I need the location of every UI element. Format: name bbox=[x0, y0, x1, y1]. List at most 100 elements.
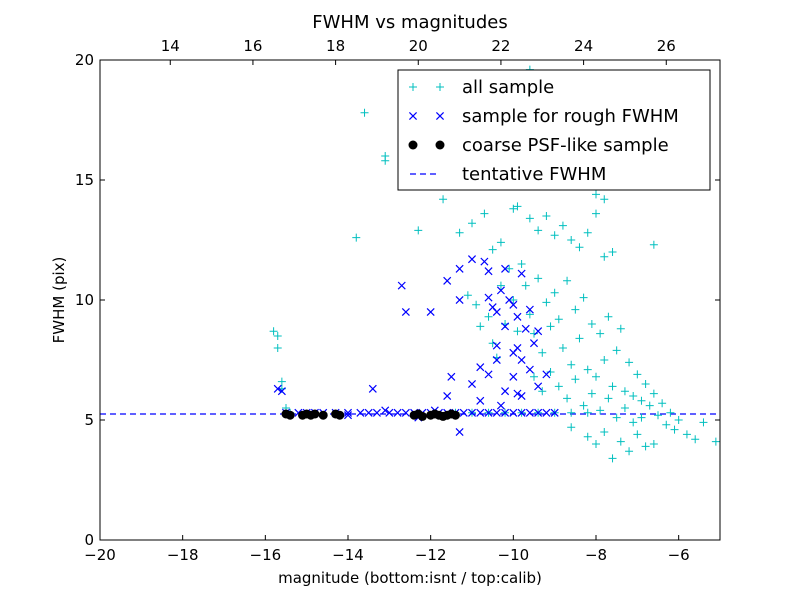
data-point bbox=[604, 394, 613, 403]
data-point bbox=[285, 410, 295, 420]
data-point bbox=[604, 312, 613, 321]
data-point bbox=[592, 440, 600, 448]
data-point bbox=[277, 387, 286, 396]
data-point bbox=[509, 408, 518, 417]
data-point bbox=[496, 238, 505, 247]
data-point bbox=[600, 195, 609, 204]
legend-entry-sample-for-rough-fwhm: sample for rough FWHM bbox=[408, 106, 679, 127]
data-point bbox=[310, 409, 320, 419]
data-point bbox=[608, 454, 617, 463]
legend-swatch bbox=[435, 140, 445, 150]
data-point bbox=[649, 389, 658, 398]
data-point bbox=[637, 413, 646, 422]
data-point bbox=[583, 432, 592, 441]
data-point bbox=[649, 440, 658, 448]
data-point bbox=[575, 334, 584, 343]
data-point bbox=[567, 423, 576, 432]
data-point bbox=[468, 219, 476, 228]
data-point bbox=[488, 339, 497, 348]
top-tick-label: 16 bbox=[243, 37, 262, 55]
data-point bbox=[368, 384, 377, 393]
data-point bbox=[571, 305, 580, 314]
data-point bbox=[641, 380, 650, 388]
top-tick-label: 26 bbox=[657, 37, 676, 55]
data-point bbox=[563, 394, 572, 403]
data-point bbox=[509, 296, 518, 304]
data-point bbox=[343, 408, 353, 417]
data-point bbox=[641, 442, 650, 451]
x-tick-label: −14 bbox=[332, 546, 364, 564]
data-point bbox=[343, 411, 353, 420]
data-point bbox=[699, 418, 708, 427]
data-point bbox=[658, 399, 667, 408]
data-point bbox=[608, 248, 617, 256]
data-point bbox=[414, 226, 423, 235]
data-point bbox=[513, 327, 522, 336]
data-point bbox=[583, 365, 592, 374]
data-point bbox=[563, 276, 572, 285]
data-point bbox=[521, 281, 530, 290]
data-point bbox=[273, 384, 282, 393]
data-point bbox=[525, 310, 534, 319]
data-point bbox=[554, 315, 563, 324]
data-point bbox=[583, 228, 592, 237]
x-tick-label: −12 bbox=[415, 546, 447, 564]
data-point bbox=[587, 320, 596, 328]
data-point bbox=[600, 252, 609, 261]
data-point bbox=[654, 411, 662, 420]
legend-label: tentative FWHM bbox=[462, 164, 606, 185]
data-point bbox=[356, 408, 365, 417]
y-tick-label: 0 bbox=[84, 531, 94, 549]
data-marks bbox=[100, 65, 720, 463]
data-point bbox=[620, 387, 629, 396]
data-point bbox=[534, 408, 543, 417]
data-point bbox=[455, 264, 464, 273]
data-point bbox=[567, 236, 576, 244]
data-point bbox=[579, 293, 588, 302]
y-tick-label: 5 bbox=[84, 411, 94, 429]
data-point bbox=[496, 286, 505, 295]
data-point bbox=[501, 408, 510, 417]
data-point bbox=[583, 408, 592, 417]
data-point bbox=[612, 346, 621, 355]
data-point bbox=[501, 322, 510, 331]
legend-swatch bbox=[435, 111, 445, 121]
data-point bbox=[637, 396, 646, 405]
data-point bbox=[612, 413, 621, 422]
data-point bbox=[480, 209, 489, 218]
data-point bbox=[397, 281, 406, 290]
data-point bbox=[629, 418, 638, 427]
data-point bbox=[691, 435, 700, 444]
data-point bbox=[484, 312, 493, 321]
data-point bbox=[401, 307, 410, 317]
data-point bbox=[509, 372, 518, 381]
data-point bbox=[273, 344, 282, 352]
data-point bbox=[550, 288, 559, 297]
top-tick-label: 14 bbox=[161, 37, 180, 55]
data-point bbox=[538, 387, 547, 396]
data-point bbox=[492, 307, 501, 317]
data-point bbox=[554, 382, 563, 391]
x-tick-label: −18 bbox=[167, 546, 199, 564]
data-point bbox=[467, 408, 477, 417]
legend-entry-coarse-psf-like-sample: coarse PSF-like sample bbox=[408, 135, 669, 156]
data-point bbox=[372, 408, 381, 417]
x-axis-label: magnitude (bottom:isnt / top:calib) bbox=[278, 569, 542, 587]
data-point bbox=[484, 408, 493, 417]
data-point bbox=[633, 430, 642, 439]
top-tick-label: 22 bbox=[491, 37, 510, 55]
legend-entry-tentative-fwhm: tentative FWHM bbox=[410, 164, 606, 185]
data-point bbox=[592, 372, 600, 381]
axis-ticks: −20 −18 −16 −14 −12 −10 −8 −6 0 5 10 15 20 14 16 18 20 22… bbox=[75, 37, 720, 564]
data-point bbox=[682, 430, 691, 439]
data-point bbox=[534, 274, 543, 283]
data-point bbox=[492, 341, 501, 350]
data-point bbox=[513, 312, 522, 321]
y-tick-label: 20 bbox=[75, 51, 94, 69]
data-point bbox=[616, 324, 625, 333]
x-tick-label: −8 bbox=[585, 546, 607, 564]
data-point bbox=[534, 382, 543, 391]
x-tick-label: −6 bbox=[668, 546, 690, 564]
data-point bbox=[550, 408, 559, 417]
data-point bbox=[401, 408, 410, 417]
